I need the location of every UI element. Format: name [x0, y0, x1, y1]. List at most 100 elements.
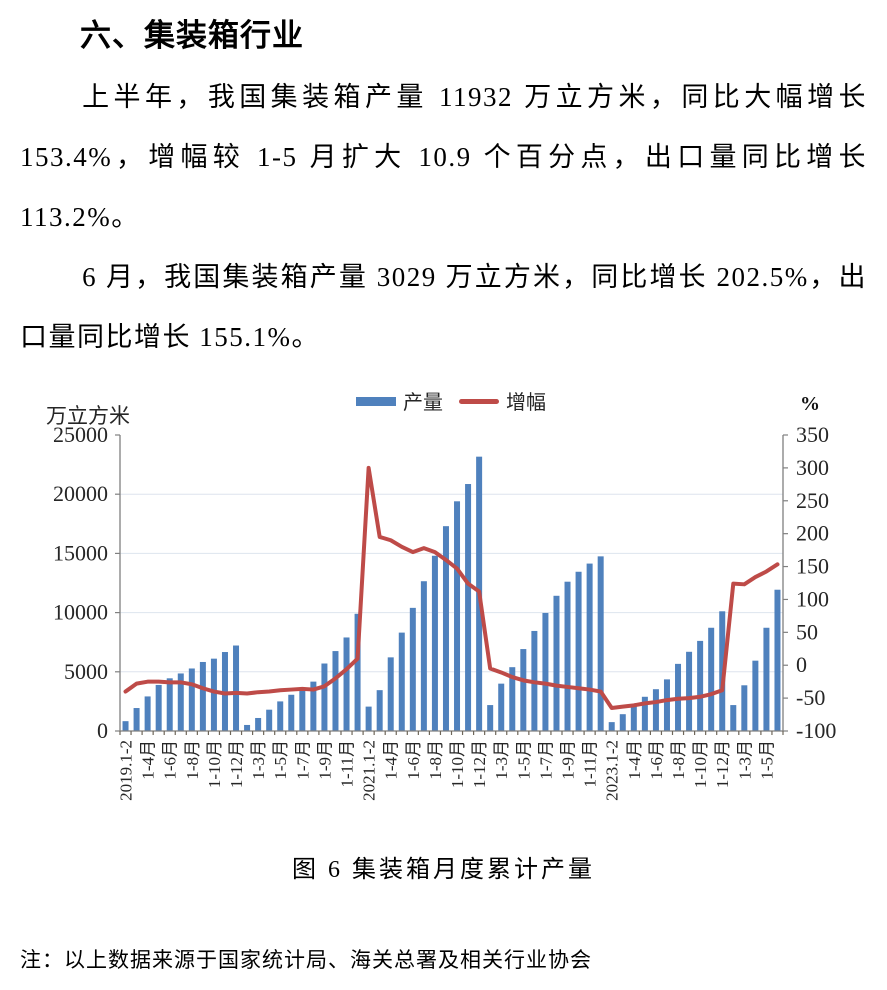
bar: [233, 645, 240, 731]
bar: [641, 696, 648, 731]
bar: [630, 705, 637, 731]
bar: [420, 581, 427, 731]
legend-label-production: 产量: [403, 391, 443, 414]
bar: [597, 556, 604, 731]
bar: [133, 708, 140, 731]
bar: [310, 681, 317, 731]
x-axis-tick-label: 1-7月: [536, 740, 555, 780]
container-production-chart: 0 5000 10000 15000 20000 25000 -100 -50 0 50 100 15…: [46, 391, 836, 801]
gridlines: [120, 493, 783, 673]
right-axis-tick-label: 150: [796, 554, 829, 579]
left-axis-labels: 0 5000 10000 15000 20000 25000: [53, 422, 108, 743]
legend-label-growth: 增幅: [506, 391, 546, 414]
right-axis-tick-label: 100: [796, 586, 829, 611]
bar: [608, 722, 615, 731]
bar: [155, 684, 162, 731]
x-axis-tick-label: 1-4月: [382, 740, 401, 780]
legend-line-swatch: [459, 399, 499, 404]
bar: [188, 668, 195, 731]
bar: [697, 640, 704, 731]
x-axis-tick-label: 1-6月: [647, 740, 666, 780]
x-axis-tick-label: 2023.1-2: [603, 740, 622, 801]
x-axis-tick-label: 1-11月: [581, 740, 600, 788]
bar: [509, 667, 516, 731]
bar: [277, 701, 284, 731]
section-heading: 六、集装箱行业: [80, 18, 304, 53]
bar: [122, 721, 129, 731]
bar: [752, 660, 759, 731]
x-axis-tick-label: 1-12月: [713, 740, 732, 788]
growth-line: [123, 465, 780, 710]
bar: [520, 649, 527, 731]
x-axis-tick-label: 1-12月: [227, 740, 246, 788]
bar: [763, 627, 770, 731]
body-paragraph-1: 上半年，我国集装箱产量 11932 万立方米，同比大幅增长 153.4%，增幅较…: [20, 82, 867, 232]
bar: [376, 690, 383, 731]
x-axis-tick-label: 1-5月: [757, 740, 776, 780]
bar: [255, 717, 262, 731]
bar: [409, 607, 416, 731]
bar: [321, 663, 328, 731]
bar: [244, 724, 251, 731]
bar: [266, 709, 273, 731]
right-axis-unit-label: %: [800, 393, 820, 415]
bar: [299, 688, 306, 731]
left-axis-tick-label: 20000: [53, 481, 108, 506]
chart-legend: 产量 增幅: [356, 391, 546, 414]
x-axis-tick-label: 1-8月: [183, 740, 202, 780]
x-axis-tick-label: 1-11月: [338, 740, 357, 788]
bar: [730, 705, 737, 731]
bar: [708, 627, 715, 731]
right-axis-tick-label: -50: [796, 685, 825, 710]
bar: [564, 581, 571, 731]
x-axis-tick-label: 1-4月: [625, 740, 644, 780]
right-axis-tick-label: 0: [796, 652, 807, 677]
bar: [177, 673, 184, 731]
x-axis-tick-label: 1-8月: [669, 740, 688, 780]
bar: [199, 661, 206, 731]
x-axis-tick-label: 1-6月: [161, 740, 180, 780]
bar: [498, 683, 505, 731]
bar: [288, 694, 295, 731]
bar: [144, 696, 151, 731]
x-axis-tick-label: 1-6月: [404, 740, 423, 780]
figure-caption: 图 6 集装箱月度累计产量: [292, 857, 595, 883]
bar: [652, 689, 659, 731]
x-axis-tick-label: 2019.1-2: [117, 740, 136, 801]
bar: [210, 658, 217, 731]
x-axis-tick-label: 1-7月: [293, 740, 312, 780]
x-axis-tick-label: 1-3月: [735, 740, 754, 780]
x-axis-tick-label: 1-8月: [426, 740, 445, 780]
bar: [332, 651, 339, 731]
source-note: 注：以上数据来源于国家统计局、海关总署及相关行业协会: [20, 948, 592, 972]
x-axis-tick-label: 2021.1-2: [360, 740, 379, 801]
left-axis-tick-label: 0: [97, 718, 108, 743]
x-axis-tick-label: 1-9月: [559, 740, 578, 780]
bar: [741, 685, 748, 731]
bar: [487, 705, 494, 731]
bar: [542, 612, 549, 731]
x-axis-tick-label: 1-12月: [470, 740, 489, 788]
right-axis-tick-label: 350: [796, 422, 829, 447]
bar-series-production: [122, 456, 781, 731]
bar: [387, 657, 394, 731]
bar: [431, 555, 438, 731]
bar: [166, 678, 173, 731]
right-axis-tick-label: 200: [796, 521, 829, 546]
legend-bar-swatch: [356, 397, 396, 406]
left-axis-tick-label: 5000: [64, 659, 108, 684]
left-axis-tick-label: 10000: [53, 600, 108, 625]
left-axis-tick-label: 25000: [53, 422, 108, 447]
x-axis-tick-label: 1-3月: [492, 740, 511, 780]
x-axis-tick-label: 1-10月: [448, 740, 467, 788]
bar: [354, 613, 361, 731]
bar: [619, 714, 626, 731]
bar: [586, 563, 593, 731]
right-axis-tick-label: 300: [796, 455, 829, 480]
x-axis-tick-label: 1-10月: [205, 740, 224, 788]
bar: [575, 571, 582, 731]
right-axis-tick-label: -100: [796, 718, 836, 743]
right-axis-tick-label: 250: [796, 488, 829, 513]
bar: [442, 526, 449, 731]
bar: [454, 501, 461, 731]
